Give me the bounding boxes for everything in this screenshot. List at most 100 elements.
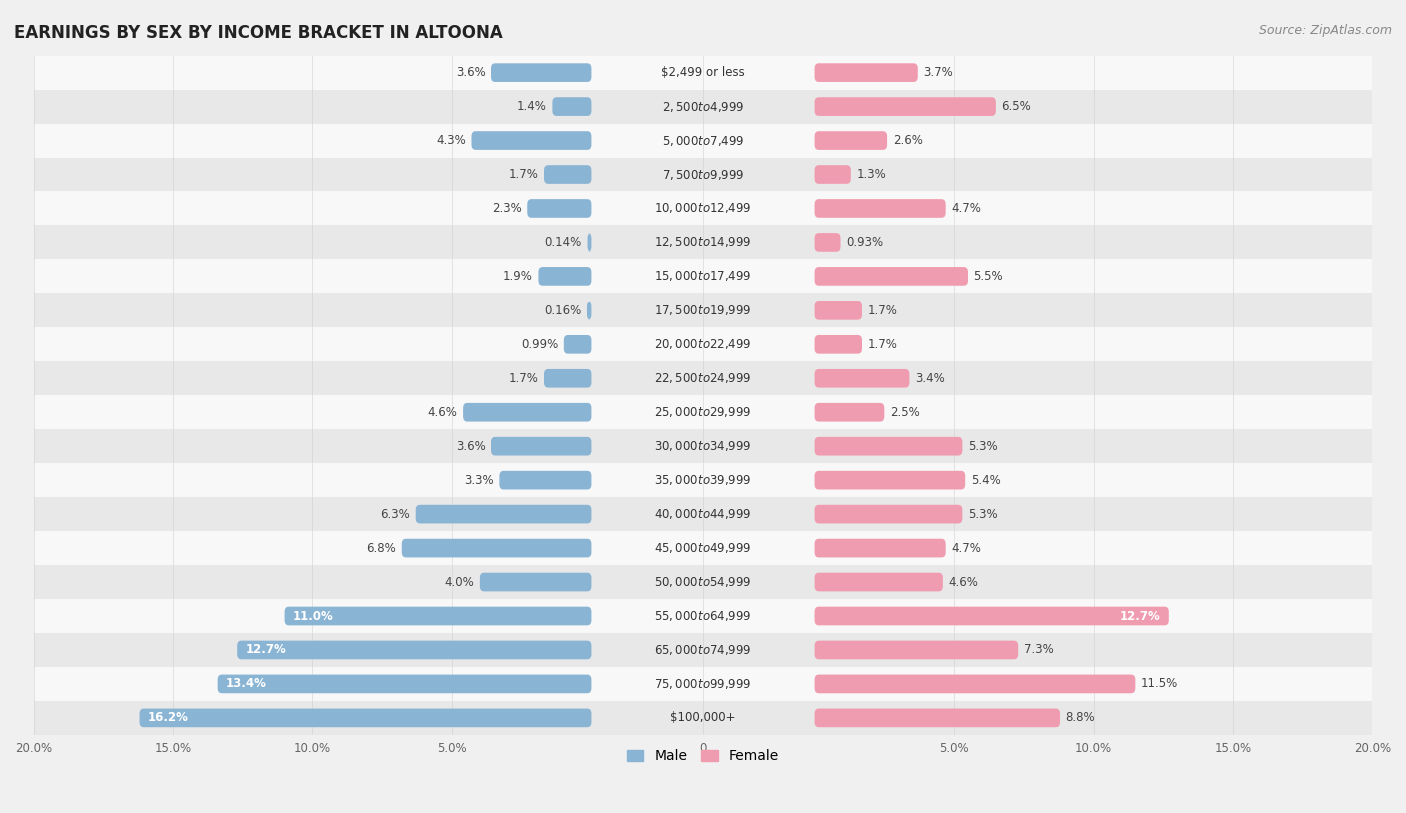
FancyBboxPatch shape bbox=[499, 471, 592, 489]
FancyBboxPatch shape bbox=[544, 369, 592, 388]
Bar bbox=[34, 124, 1372, 158]
Text: 1.7%: 1.7% bbox=[868, 338, 897, 351]
FancyBboxPatch shape bbox=[544, 165, 592, 184]
Text: $20,000 to $22,499: $20,000 to $22,499 bbox=[654, 337, 752, 351]
FancyBboxPatch shape bbox=[814, 233, 841, 252]
Text: 3.3%: 3.3% bbox=[464, 474, 494, 487]
Text: 5.3%: 5.3% bbox=[967, 440, 998, 453]
FancyBboxPatch shape bbox=[814, 335, 862, 354]
Text: $2,499 or less: $2,499 or less bbox=[661, 66, 745, 79]
FancyBboxPatch shape bbox=[463, 403, 592, 422]
Text: 2.5%: 2.5% bbox=[890, 406, 920, 419]
FancyBboxPatch shape bbox=[814, 709, 1060, 727]
FancyBboxPatch shape bbox=[814, 301, 862, 320]
Text: $50,000 to $54,999: $50,000 to $54,999 bbox=[654, 575, 752, 589]
Text: 5.5%: 5.5% bbox=[973, 270, 1004, 283]
Text: 12.7%: 12.7% bbox=[1119, 610, 1160, 623]
Text: $22,500 to $24,999: $22,500 to $24,999 bbox=[654, 372, 752, 385]
Text: 3.6%: 3.6% bbox=[456, 440, 485, 453]
Text: $65,000 to $74,999: $65,000 to $74,999 bbox=[654, 643, 752, 657]
Text: 11.0%: 11.0% bbox=[292, 610, 333, 623]
FancyBboxPatch shape bbox=[814, 675, 1136, 693]
Bar bbox=[34, 361, 1372, 395]
FancyBboxPatch shape bbox=[139, 709, 592, 727]
FancyBboxPatch shape bbox=[564, 335, 592, 354]
FancyBboxPatch shape bbox=[238, 641, 592, 659]
FancyBboxPatch shape bbox=[491, 437, 592, 455]
Bar bbox=[34, 531, 1372, 565]
Bar bbox=[34, 158, 1372, 192]
Text: Source: ZipAtlas.com: Source: ZipAtlas.com bbox=[1258, 24, 1392, 37]
FancyBboxPatch shape bbox=[814, 98, 995, 116]
FancyBboxPatch shape bbox=[814, 369, 910, 388]
Text: 6.3%: 6.3% bbox=[381, 507, 411, 520]
Bar bbox=[34, 192, 1372, 225]
Text: $10,000 to $12,499: $10,000 to $12,499 bbox=[654, 202, 752, 215]
Text: 6.5%: 6.5% bbox=[1001, 100, 1031, 113]
Text: 1.7%: 1.7% bbox=[509, 168, 538, 181]
FancyBboxPatch shape bbox=[284, 606, 592, 625]
Text: $25,000 to $29,999: $25,000 to $29,999 bbox=[654, 405, 752, 420]
FancyBboxPatch shape bbox=[814, 437, 963, 455]
Text: 6.8%: 6.8% bbox=[367, 541, 396, 554]
Bar bbox=[34, 293, 1372, 328]
FancyBboxPatch shape bbox=[814, 403, 884, 422]
FancyBboxPatch shape bbox=[586, 301, 592, 320]
FancyBboxPatch shape bbox=[814, 606, 1168, 625]
FancyBboxPatch shape bbox=[538, 267, 592, 285]
Text: $45,000 to $49,999: $45,000 to $49,999 bbox=[654, 541, 752, 555]
Text: 13.4%: 13.4% bbox=[226, 677, 267, 690]
Text: 0.93%: 0.93% bbox=[846, 236, 883, 249]
Bar bbox=[34, 463, 1372, 497]
FancyBboxPatch shape bbox=[553, 98, 592, 116]
Text: 4.0%: 4.0% bbox=[444, 576, 474, 589]
Text: 2.3%: 2.3% bbox=[492, 202, 522, 215]
Text: $55,000 to $64,999: $55,000 to $64,999 bbox=[654, 609, 752, 623]
Bar bbox=[34, 328, 1372, 361]
Text: $12,500 to $14,999: $12,500 to $14,999 bbox=[654, 236, 752, 250]
Text: 4.6%: 4.6% bbox=[949, 576, 979, 589]
Bar bbox=[34, 259, 1372, 293]
Text: 7.3%: 7.3% bbox=[1024, 643, 1053, 656]
Text: 12.7%: 12.7% bbox=[246, 643, 287, 656]
Bar bbox=[34, 497, 1372, 531]
Legend: Male, Female: Male, Female bbox=[621, 744, 785, 768]
Text: 16.2%: 16.2% bbox=[148, 711, 188, 724]
Bar bbox=[34, 225, 1372, 259]
FancyBboxPatch shape bbox=[471, 131, 592, 150]
FancyBboxPatch shape bbox=[814, 539, 946, 558]
Text: $7,500 to $9,999: $7,500 to $9,999 bbox=[662, 167, 744, 181]
Text: 11.5%: 11.5% bbox=[1140, 677, 1178, 690]
FancyBboxPatch shape bbox=[491, 63, 592, 82]
FancyBboxPatch shape bbox=[402, 539, 592, 558]
Bar bbox=[34, 701, 1372, 735]
FancyBboxPatch shape bbox=[527, 199, 592, 218]
Text: $100,000+: $100,000+ bbox=[671, 711, 735, 724]
Text: $35,000 to $39,999: $35,000 to $39,999 bbox=[654, 473, 752, 487]
Text: 3.7%: 3.7% bbox=[924, 66, 953, 79]
Bar bbox=[34, 55, 1372, 89]
FancyBboxPatch shape bbox=[814, 505, 963, 524]
FancyBboxPatch shape bbox=[814, 131, 887, 150]
Text: $40,000 to $44,999: $40,000 to $44,999 bbox=[654, 507, 752, 521]
Text: 1.7%: 1.7% bbox=[868, 304, 897, 317]
Text: 1.3%: 1.3% bbox=[856, 168, 886, 181]
Text: 4.7%: 4.7% bbox=[952, 202, 981, 215]
Text: $75,000 to $99,999: $75,000 to $99,999 bbox=[654, 677, 752, 691]
Bar bbox=[34, 395, 1372, 429]
Text: 0.99%: 0.99% bbox=[522, 338, 558, 351]
Text: 3.4%: 3.4% bbox=[915, 372, 945, 385]
FancyBboxPatch shape bbox=[416, 505, 592, 524]
Text: $17,500 to $19,999: $17,500 to $19,999 bbox=[654, 303, 752, 317]
FancyBboxPatch shape bbox=[588, 233, 592, 252]
Text: 8.8%: 8.8% bbox=[1066, 711, 1095, 724]
Text: $30,000 to $34,999: $30,000 to $34,999 bbox=[654, 439, 752, 453]
FancyBboxPatch shape bbox=[814, 165, 851, 184]
FancyBboxPatch shape bbox=[814, 199, 946, 218]
Text: 0.14%: 0.14% bbox=[544, 236, 582, 249]
FancyBboxPatch shape bbox=[814, 267, 967, 285]
FancyBboxPatch shape bbox=[814, 641, 1018, 659]
Text: 1.4%: 1.4% bbox=[517, 100, 547, 113]
Text: 4.3%: 4.3% bbox=[436, 134, 465, 147]
Text: EARNINGS BY SEX BY INCOME BRACKET IN ALTOONA: EARNINGS BY SEX BY INCOME BRACKET IN ALT… bbox=[14, 24, 503, 42]
